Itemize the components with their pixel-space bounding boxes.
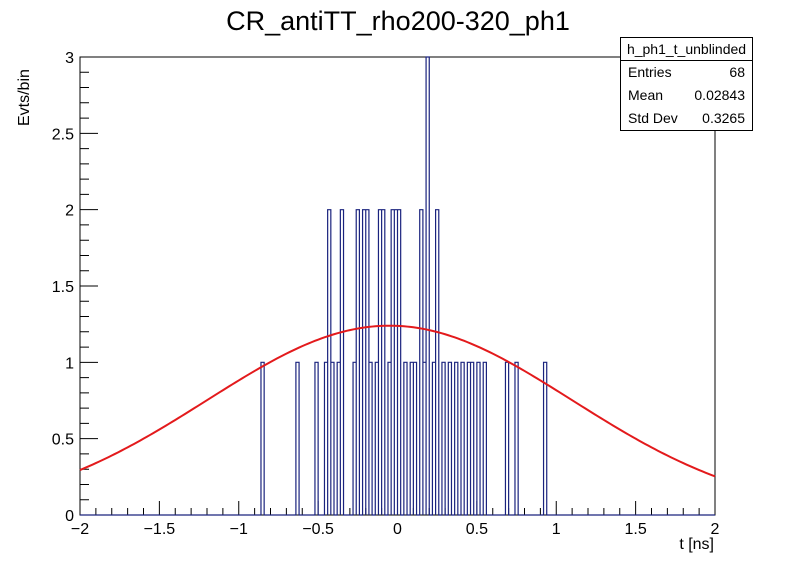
stats-box: h_ph1_t_unblinded Entries 68 Mean 0.0284…: [620, 37, 753, 131]
y-tick-label: 0: [65, 508, 74, 525]
x-tick-label: 1.5: [625, 521, 647, 538]
y-tick-label: 2.5: [52, 126, 74, 143]
stats-row-std: Std Dev 0.3265: [621, 107, 752, 130]
stats-entries-value: 68: [729, 64, 745, 80]
x-tick-label: −2: [71, 521, 89, 538]
stats-row-mean: Mean 0.02843: [621, 84, 752, 107]
stats-histogram-name: h_ph1_t_unblinded: [621, 38, 752, 61]
stats-row-entries: Entries 68: [621, 61, 752, 84]
stats-std-label: Std Dev: [628, 110, 678, 126]
x-tick-label: −0.5: [302, 521, 334, 538]
stats-mean-value: 0.02843: [694, 87, 745, 103]
x-tick-label: −1: [230, 521, 248, 538]
y-tick-label: 2: [65, 203, 74, 220]
x-tick-label: 0.5: [466, 521, 488, 538]
x-tick-labels: −2 −1.5 −1 −0.5 0 0.5 1 1.5 2: [71, 521, 720, 538]
y-tick-label: 1.5: [52, 279, 74, 296]
histogram-line: [80, 56, 715, 516]
y-tick-label: 1: [65, 355, 74, 372]
stats-mean-label: Mean: [628, 87, 664, 103]
y-tick-labels: 0 0.5 1 1.5 2 2.5 3: [52, 50, 74, 525]
chart-title: CR_antiTT_rho200-320_ph1: [226, 6, 570, 36]
stats-std-value: 0.3265: [702, 110, 745, 126]
x-tick-label: 0: [393, 521, 402, 538]
y-axis-label: Evts/bin: [16, 69, 33, 126]
x-axis-label: t [ns]: [679, 536, 714, 553]
y-tick-label: 0.5: [52, 432, 74, 449]
gaussian-fit-curve: [79, 324, 716, 478]
x-tick-label: 1: [552, 521, 561, 538]
y-tick-label: 3: [65, 50, 74, 67]
x-tick-label: −1.5: [144, 521, 176, 538]
stats-entries-label: Entries: [628, 64, 672, 80]
x-tick-label: 2: [711, 521, 720, 538]
